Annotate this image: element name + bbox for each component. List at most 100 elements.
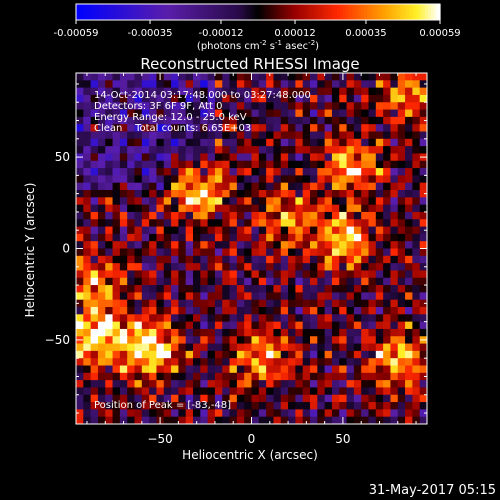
heatmap-cell (412, 336, 421, 345)
heatmap-cell (105, 336, 114, 345)
heatmap-cell (171, 292, 179, 301)
heatmap-cell (193, 416, 201, 425)
heatmap-cell (127, 270, 135, 279)
heatmap-cell (156, 233, 165, 242)
heatmap-cell (273, 248, 282, 257)
heatmap-cell (397, 241, 406, 249)
heatmap-cell (207, 219, 216, 228)
heatmap-cell (105, 226, 114, 235)
heatmap-cell (383, 175, 391, 184)
heatmap-cell (258, 394, 267, 403)
footer-timestamp: 31-May-2017 05:15 (369, 483, 496, 498)
heatmap-cell (185, 372, 194, 381)
heatmap-cell (368, 204, 377, 213)
heatmap-cell (353, 314, 362, 323)
heatmap-cell (353, 153, 362, 162)
heatmap-cell (90, 190, 99, 198)
heatmap-cell (105, 233, 114, 242)
heatmap-cell (390, 190, 399, 198)
heatmap-cell (280, 416, 289, 425)
heatmap-cell (97, 365, 106, 374)
heatmap-cell (258, 131, 267, 140)
heatmap-cell (119, 73, 128, 81)
heatmap-cell (317, 73, 326, 81)
heatmap-cell (295, 175, 304, 184)
heatmap-cell (288, 94, 296, 103)
heatmap-cell (302, 350, 311, 359)
heatmap-cell (127, 153, 135, 162)
heatmap-cell (214, 277, 223, 286)
heatmap-cell (83, 314, 92, 323)
heatmap-cell (193, 109, 201, 118)
heatmap-cell (273, 277, 282, 286)
heatmap-cell (229, 387, 238, 396)
heatmap-cell (236, 190, 245, 198)
heatmap-cell (346, 102, 355, 111)
heatmap-cell (317, 226, 326, 235)
heatmap-cell (302, 402, 311, 410)
heatmap-cell (266, 124, 274, 132)
heatmap-cell (317, 394, 326, 403)
heatmap-cell (141, 160, 150, 169)
heatmap-cell (127, 73, 135, 81)
heatmap-cell (273, 233, 282, 242)
heatmap-cell (163, 226, 172, 235)
heatmap-cell (331, 365, 340, 374)
heatmap-cell (288, 197, 296, 206)
heatmap-cell (302, 285, 311, 293)
heatmap-cell (127, 263, 135, 271)
heatmap-cell (236, 380, 245, 388)
heatmap-cell (383, 402, 391, 410)
colorbar-cell (179, 4, 183, 20)
heatmap-cell (251, 255, 260, 264)
colorbar-cell (203, 4, 208, 20)
heatmap-cell (141, 307, 150, 315)
heatmap-cell (97, 328, 106, 337)
heatmap-cell (76, 387, 84, 396)
colorbar-cell (321, 4, 326, 20)
heatmap-cell (390, 197, 399, 206)
heatmap-cell (266, 175, 274, 184)
heatmap-cell (361, 102, 369, 111)
heatmap-cell (244, 233, 252, 242)
heatmap-cell (97, 204, 106, 213)
heatmap-cell (280, 131, 289, 140)
heatmap-cell (412, 270, 421, 279)
heatmap-cell (390, 160, 399, 169)
heatmap-cell (76, 197, 84, 206)
heatmap-cell (310, 380, 318, 388)
heatmap-cell (149, 387, 157, 396)
heatmap-cell (419, 138, 428, 147)
heatmap-cell (193, 372, 201, 381)
heatmap-cell (346, 299, 355, 308)
heatmap-cell (171, 299, 179, 308)
heatmap-cell (317, 168, 326, 176)
heatmap-cell (295, 168, 304, 176)
heatmap-cell (405, 102, 413, 111)
heatmap-cell (193, 255, 201, 264)
heatmap-cell (119, 350, 128, 359)
heatmap-cell (156, 299, 165, 308)
heatmap-cell (353, 292, 362, 301)
heatmap-cell (244, 350, 252, 359)
colorbar-cell (160, 4, 165, 20)
heatmap-cell (339, 277, 348, 286)
heatmap-cell (412, 197, 421, 206)
heatmap-cell (331, 263, 340, 271)
heatmap-cell (119, 321, 128, 330)
heatmap-cell (295, 138, 304, 147)
heatmap-cell (266, 350, 274, 359)
heatmap-cell (171, 394, 179, 403)
heatmap-cell (390, 350, 399, 359)
heatmap-cell (317, 204, 326, 213)
colorbar-cell (309, 4, 314, 20)
heatmap-cell (273, 211, 282, 220)
heatmap-cell (236, 292, 245, 301)
heatmap-cell (288, 241, 296, 249)
heatmap-cell (412, 153, 421, 162)
heatmap-cell (383, 299, 391, 308)
colorbar-cell (409, 4, 414, 20)
colorbar-cell (167, 4, 171, 20)
heatmap-cell (331, 197, 340, 206)
